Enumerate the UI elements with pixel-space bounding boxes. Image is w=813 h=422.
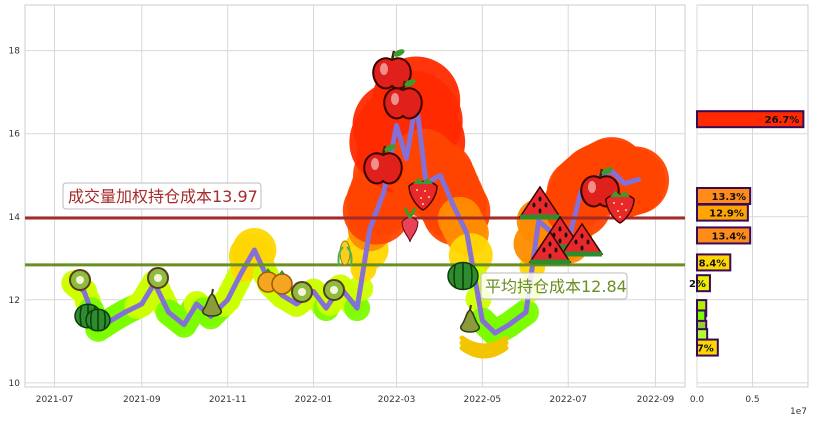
watermelon-slice-icon: [528, 230, 572, 265]
x-tick-label: 2022-05: [464, 395, 502, 405]
y-tick-label: 14: [9, 213, 21, 223]
pear-icon: [202, 288, 222, 317]
x-tick-label: 2021-09: [123, 395, 161, 405]
avg-cost-label: 平均持仓成本12.84: [485, 277, 627, 296]
main-chart-panel: 2021-07 2021-09 2021-11 2022-01 2022-03 2022-…: [9, 4, 686, 405]
volume-bar-label: 2%: [689, 279, 706, 290]
volume-bar-label: 12.9%: [709, 209, 744, 220]
watermelon-slice-icon: [560, 222, 604, 257]
watermelon-icon: [447, 261, 479, 291]
vwap-label: 成交量加权持仓成本13.97: [68, 187, 258, 206]
apple-icon: [372, 49, 412, 90]
x-tick-label: 2021-07: [36, 395, 74, 405]
y-tick-label: 16: [9, 130, 21, 140]
volume-bar: [696, 110, 805, 129]
y-tick-label: 10: [9, 379, 21, 389]
pear-icon: [460, 304, 480, 333]
x-tick-label: 2022-03: [378, 395, 416, 405]
side-x-tick-label: 0.0: [690, 395, 705, 405]
volume-bar-label: 8.4%: [699, 258, 727, 269]
side-offset-label: 1e7: [790, 407, 807, 417]
fruit-icons: [69, 49, 635, 359]
y-axis-ticks: 10 12 14 16 18: [9, 47, 21, 389]
volume-bar-label: 7%: [697, 344, 714, 355]
price-line: [71, 98, 642, 336]
watermelon-slice-icon: [518, 185, 562, 220]
cost-lines: [25, 216, 685, 267]
volume-profile-panel: 26.7% 13.3% 12.9% 13.4% 8.4% 2% 7% 0.0 0.5 1e7: [689, 4, 809, 417]
volume-bar: [696, 338, 719, 357]
strawberry-icon: [605, 191, 635, 224]
kiwi-icon: [147, 267, 169, 289]
volume-bar: [696, 226, 752, 245]
vwap-annotation: 成交量加权持仓成本13.97: [62, 182, 262, 210]
x-tick-label: 2022-07: [549, 395, 587, 405]
strawberry-icon: [408, 178, 438, 211]
apple-icon: [363, 144, 403, 185]
volume-bar-label: 13.3%: [711, 192, 746, 203]
price-line-layer: [71, 98, 642, 336]
kiwi-icon: [69, 269, 91, 291]
kiwi-icon: [323, 279, 345, 301]
radish-icon: [401, 207, 419, 243]
volume-bar-label: 26.7%: [765, 115, 800, 126]
avg-cost-annotation: 平均持仓成本12.84: [480, 272, 628, 300]
apple-icon: [383, 79, 423, 120]
orange-icon: [271, 270, 293, 295]
x-tick-label: 2022-09: [637, 395, 675, 405]
x-tick-label: 2022-01: [295, 395, 333, 405]
y-tick-label: 12: [9, 296, 20, 306]
corn-icon: [337, 240, 353, 266]
watermelon-icon: [85, 308, 111, 332]
side-x-ticks: 0.0 0.5: [690, 395, 760, 405]
volume-bar: [696, 274, 711, 293]
x-axis-ticks: 2021-07 2021-09 2021-11 2022-01 2022-03 2022-…: [36, 395, 675, 405]
banana-icon: [459, 335, 509, 359]
x-tick-label: 2021-11: [209, 395, 247, 405]
volume-bars: 26.7% 13.3% 12.9% 13.4% 8.4% 2% 7%: [689, 110, 805, 357]
volume-bar: [696, 253, 732, 272]
y-tick-label: 18: [9, 47, 21, 57]
side-x-tick-label: 0.5: [745, 395, 759, 405]
volume-bar: [696, 203, 749, 222]
kiwi-icon: [291, 281, 313, 303]
volume-bar-label: 13.4%: [711, 231, 746, 242]
